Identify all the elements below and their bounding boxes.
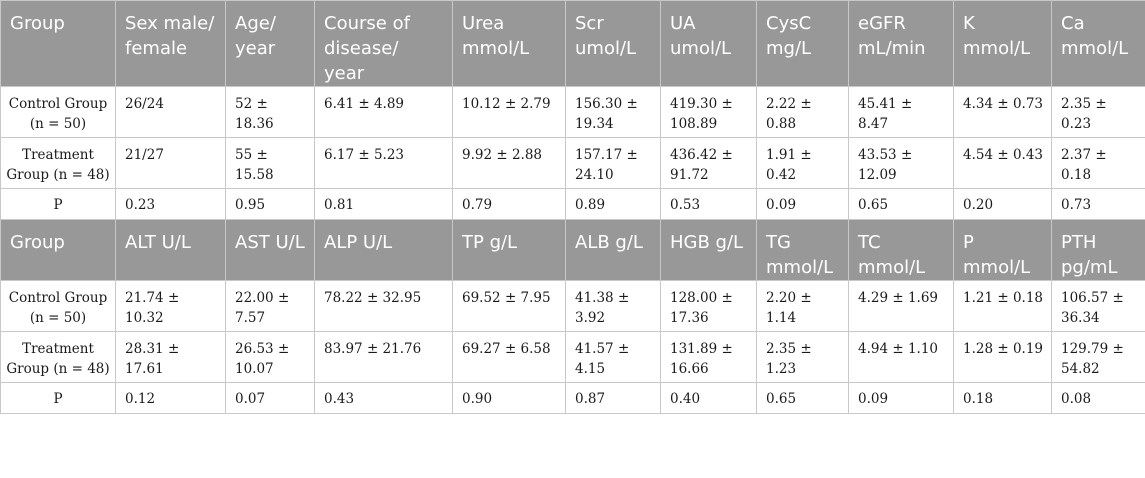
table-cell: 0.79 bbox=[452, 188, 566, 220]
table-cell: 0.40 bbox=[660, 382, 757, 414]
header-row-2: Group ALT U/L AST U/L ALP U/L TP g/L ALB… bbox=[0, 219, 1145, 281]
table-cell: 69.52 ± 7.95 bbox=[452, 280, 566, 332]
table-cell: 0.89 bbox=[565, 188, 661, 220]
col-header-pth: PTH pg/mL bbox=[1051, 219, 1145, 281]
table-cell: 156.30 ± 19.34 bbox=[565, 86, 661, 138]
clinical-data-table: Group Sex male/ female Age/ year Course … bbox=[0, 0, 1145, 414]
table-cell: 22.00 ± 7.57 bbox=[225, 280, 315, 332]
table-row: Control Group (n = 50) 26/24 52 ± 18.36 … bbox=[0, 86, 1145, 138]
table-cell: 0.09 bbox=[756, 188, 849, 220]
table-cell: 28.31 ± 17.61 bbox=[115, 331, 226, 383]
table-cell: 78.22 ± 32.95 bbox=[314, 280, 453, 332]
col-header-tc: TC mmol/L bbox=[848, 219, 954, 281]
table-cell: 0.87 bbox=[565, 382, 661, 414]
table-cell: 0.18 bbox=[953, 382, 1052, 414]
table-cell: 436.42 ± 91.72 bbox=[660, 137, 757, 189]
table-cell: 4.54 ± 0.43 bbox=[953, 137, 1052, 189]
table-cell: 157.17 ± 24.10 bbox=[565, 137, 661, 189]
table-cell: 2.35 ± 1.23 bbox=[756, 331, 849, 383]
table-cell: 26/24 bbox=[115, 86, 226, 138]
group-cell: P bbox=[0, 188, 116, 220]
table-cell: 0.53 bbox=[660, 188, 757, 220]
table-cell: 1.91 ± 0.42 bbox=[756, 137, 849, 189]
col-header-p: P mmol/L bbox=[953, 219, 1052, 281]
table-cell: 131.89 ± 16.66 bbox=[660, 331, 757, 383]
table-row: Control Group (n = 50) 21.74 ± 10.32 22.… bbox=[0, 280, 1145, 332]
table-cell: 0.08 bbox=[1051, 382, 1145, 414]
table-cell: 9.92 ± 2.88 bbox=[452, 137, 566, 189]
col-header-alt: ALT U/L bbox=[115, 219, 226, 281]
table-cell: 1.21 ± 0.18 bbox=[953, 280, 1052, 332]
col-header-alp: ALP U/L bbox=[314, 219, 453, 281]
table-cell: 0.43 bbox=[314, 382, 453, 414]
table-cell: 69.27 ± 6.58 bbox=[452, 331, 566, 383]
group-cell: Control Group (n = 50) bbox=[0, 280, 116, 332]
table-cell: 419.30 ± 108.89 bbox=[660, 86, 757, 138]
col-header-cysc: CysC mg/L bbox=[756, 0, 849, 87]
table-cell: 2.37 ± 0.18 bbox=[1051, 137, 1145, 189]
col-header-egfr: eGFR mL/min bbox=[848, 0, 954, 87]
table-cell: 0.81 bbox=[314, 188, 453, 220]
group-cell: P bbox=[0, 382, 116, 414]
table-cell: 106.57 ± 36.34 bbox=[1051, 280, 1145, 332]
table-cell: 0.09 bbox=[848, 382, 954, 414]
table-cell: 21/27 bbox=[115, 137, 226, 189]
col-header-ast: AST U/L bbox=[225, 219, 315, 281]
p-value-row: P 0.23 0.95 0.81 0.79 0.89 0.53 0.09 0.6… bbox=[0, 188, 1145, 220]
table-cell: 0.65 bbox=[848, 188, 954, 220]
table-row: Treatment Group (n = 48) 28.31 ± 17.61 2… bbox=[0, 331, 1145, 383]
col-header-alb: ALB g/L bbox=[565, 219, 661, 281]
col-header-urea: Urea mmol/L bbox=[452, 0, 566, 87]
header-row-1: Group Sex male/ female Age/ year Course … bbox=[0, 0, 1145, 87]
table-cell: 2.35 ± 0.23 bbox=[1051, 86, 1145, 138]
col-header-group: Group bbox=[0, 219, 116, 281]
table-cell: 0.90 bbox=[452, 382, 566, 414]
table-cell: 26.53 ± 10.07 bbox=[225, 331, 315, 383]
p-value-row: P 0.12 0.07 0.43 0.90 0.87 0.40 0.65 0.0… bbox=[0, 382, 1145, 414]
table-cell: 83.97 ± 21.76 bbox=[314, 331, 453, 383]
col-header-ua: UA umol/L bbox=[660, 0, 757, 87]
table-cell: 4.94 ± 1.10 bbox=[848, 331, 954, 383]
table-cell: 4.34 ± 0.73 bbox=[953, 86, 1052, 138]
table-cell: 43.53 ± 12.09 bbox=[848, 137, 954, 189]
table-cell: 0.12 bbox=[115, 382, 226, 414]
col-header-tg: TG mmol/L bbox=[756, 219, 849, 281]
table-cell: 0.07 bbox=[225, 382, 315, 414]
col-header-sex: Sex male/ female bbox=[115, 0, 226, 87]
table-cell: 41.57 ± 4.15 bbox=[565, 331, 661, 383]
col-header-age: Age/ year bbox=[225, 0, 315, 87]
table-cell: 0.73 bbox=[1051, 188, 1145, 220]
group-cell: Control Group (n = 50) bbox=[0, 86, 116, 138]
table-cell: 6.17 ± 5.23 bbox=[314, 137, 453, 189]
table-cell: 41.38 ± 3.92 bbox=[565, 280, 661, 332]
group-cell: Treatment Group (n = 48) bbox=[0, 137, 116, 189]
table-cell: 6.41 ± 4.89 bbox=[314, 86, 453, 138]
table-cell: 52 ± 18.36 bbox=[225, 86, 315, 138]
table-cell: 129.79 ± 54.82 bbox=[1051, 331, 1145, 383]
col-header-hgb: HGB g/L bbox=[660, 219, 757, 281]
col-header-ca: Ca mmol/L bbox=[1051, 0, 1145, 87]
table-cell: 55 ± 15.58 bbox=[225, 137, 315, 189]
table-cell: 2.20 ± 1.14 bbox=[756, 280, 849, 332]
table-cell: 128.00 ± 17.36 bbox=[660, 280, 757, 332]
table-cell: 45.41 ± 8.47 bbox=[848, 86, 954, 138]
col-header-course: Course of disease/ year bbox=[314, 0, 453, 87]
table-cell: 0.23 bbox=[115, 188, 226, 220]
col-header-tp: TP g/L bbox=[452, 219, 566, 281]
table-cell: 1.28 ± 0.19 bbox=[953, 331, 1052, 383]
table-cell: 2.22 ± 0.88 bbox=[756, 86, 849, 138]
col-header-scr: Scr umol/L bbox=[565, 0, 661, 87]
table-cell: 10.12 ± 2.79 bbox=[452, 86, 566, 138]
table-cell: 21.74 ± 10.32 bbox=[115, 280, 226, 332]
group-cell: Treatment Group (n = 48) bbox=[0, 331, 116, 383]
table-row: Treatment Group (n = 48) 21/27 55 ± 15.5… bbox=[0, 137, 1145, 189]
col-header-k: K mmol/L bbox=[953, 0, 1052, 87]
table-cell: 0.20 bbox=[953, 188, 1052, 220]
col-header-group: Group bbox=[0, 0, 116, 87]
table-cell: 4.29 ± 1.69 bbox=[848, 280, 954, 332]
table-cell: 0.65 bbox=[756, 382, 849, 414]
table-cell: 0.95 bbox=[225, 188, 315, 220]
